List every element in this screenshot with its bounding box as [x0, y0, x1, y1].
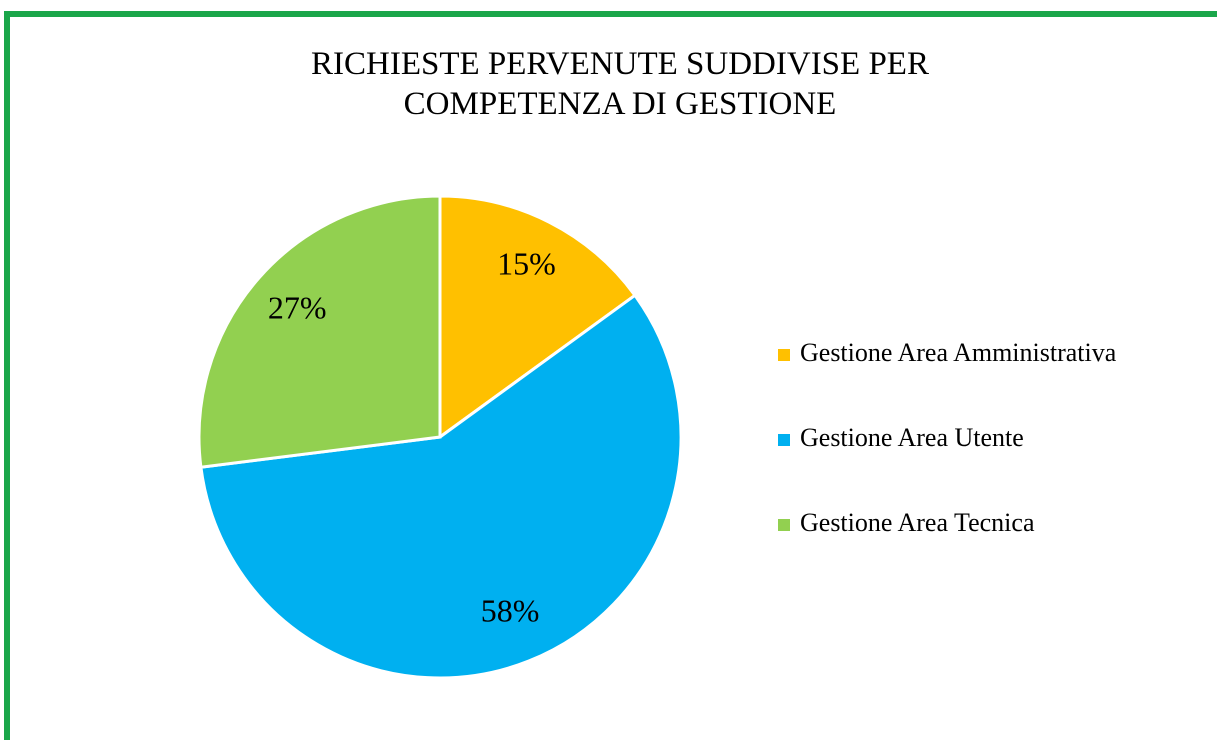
legend-swatch [778, 519, 790, 531]
data-label: 58% [481, 592, 540, 628]
chart-title: RICHIESTE PERVENUTE SUDDIVISE PER COMPET… [311, 46, 929, 122]
legend-swatch [778, 349, 790, 361]
pie-slice [438, 194, 638, 440]
legend-label: Gestione Area Amministrativa [800, 338, 1117, 367]
pie-slice [197, 194, 442, 469]
legend-swatch [778, 434, 790, 446]
data-label: 15% [497, 246, 556, 282]
pie-slice [199, 293, 683, 680]
legend-label: Gestione Area Tecnica [800, 508, 1035, 537]
legend-label: Gestione Area Utente [800, 423, 1024, 452]
data-label: 27% [268, 289, 327, 325]
